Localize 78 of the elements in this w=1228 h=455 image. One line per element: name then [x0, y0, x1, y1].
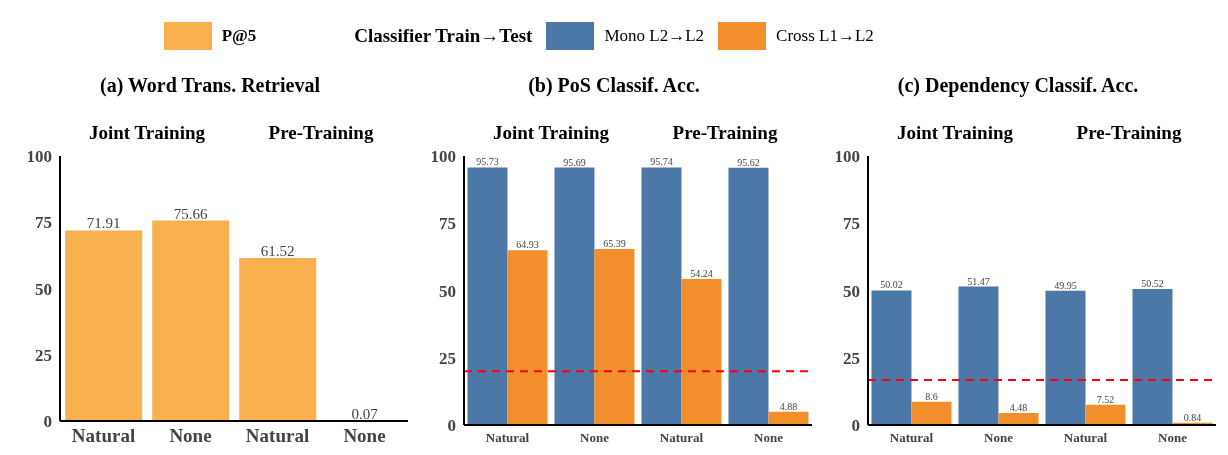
bar [958, 286, 999, 425]
bar [239, 257, 317, 421]
y-tick-label: 75 [35, 213, 52, 233]
data-label: 0.84 [1183, 411, 1202, 423]
data-label: 95.62 [737, 156, 760, 168]
x-tick-label: Natural [71, 425, 136, 447]
bar [998, 412, 1039, 425]
chart-title: (c) Dependency Classif. Acc. [896, 74, 1140, 97]
y-tick-label: 100 [26, 147, 52, 167]
x-tick-label: None [1158, 430, 1188, 446]
text: Joint Training [88, 122, 206, 144]
y-tick-label: 75 [843, 214, 860, 234]
x-tick-label: Natural [659, 430, 704, 446]
y-tick-label: 0 [851, 416, 860, 436]
bar [507, 250, 548, 425]
chart-title: (a) Word Trans. Retrieval [99, 74, 321, 97]
x-tick-label: None [754, 430, 784, 446]
bar [1132, 289, 1173, 425]
y-tick-label: 50 [35, 279, 52, 299]
y-tick-label: 25 [439, 348, 456, 368]
chart-title: (b) PoS Classif. Acc. [527, 74, 701, 97]
y-tick-label: 25 [843, 348, 860, 368]
text: Pre-Training [1075, 122, 1183, 144]
data-label: 65.39 [603, 238, 626, 250]
x-tick-label: None [169, 425, 212, 447]
legend-label: P@5 [221, 26, 257, 46]
x-tick-label: Natural [245, 425, 310, 447]
x-tick-label: None [343, 425, 386, 447]
bar [768, 411, 809, 425]
text: Joint Training [896, 122, 1014, 144]
data-label: 50.02 [880, 279, 903, 291]
y-tick-label: 0 [447, 416, 456, 436]
data-label: 8.6 [925, 390, 938, 402]
bar [641, 167, 682, 425]
data-label: 95.74 [650, 156, 673, 168]
data-label: 54.24 [690, 268, 713, 280]
data-label: 49.95 [1054, 279, 1077, 291]
text: Joint Training [492, 122, 610, 144]
x-tick-label: None [984, 430, 1014, 446]
bar [681, 279, 722, 425]
bar [1085, 404, 1126, 425]
bar [728, 167, 769, 425]
x-tick-label: Natural [485, 430, 530, 446]
bar [594, 249, 635, 425]
x-tick-label: None [580, 430, 610, 446]
data-label: 61.52 [260, 242, 295, 259]
y-tick-label: 100 [430, 147, 456, 167]
y-tick-label: 25 [35, 345, 52, 365]
data-label: 95.69 [563, 156, 586, 168]
bar [65, 230, 143, 421]
data-label: 7.52 [1096, 393, 1115, 405]
y-tick-label: 50 [843, 281, 860, 301]
bar [1045, 290, 1086, 425]
legend-label: Mono L2→L2 [604, 26, 705, 46]
y-tick-label: 75 [439, 214, 456, 234]
bar [554, 167, 595, 425]
data-label: 50.52 [1141, 278, 1164, 290]
y-tick-label: 0 [43, 412, 52, 432]
x-tick-label: Natural [889, 430, 934, 446]
data-label: 0.07 [351, 405, 379, 422]
data-label: 4.88 [779, 400, 798, 412]
legend-label: Cross L1→L2 [776, 26, 874, 46]
y-tick-label: 100 [834, 147, 860, 167]
legend-title: Classifier Train→Test [354, 25, 533, 47]
data-label: 75.66 [173, 205, 209, 222]
bar [152, 220, 230, 421]
data-label: 51.47 [967, 275, 990, 287]
x-tick-label: Natural [1063, 430, 1108, 446]
data-label: 64.93 [516, 239, 539, 251]
bar [467, 167, 508, 425]
data-label: 95.73 [476, 156, 499, 168]
data-label: 4.48 [1009, 401, 1028, 413]
y-tick-label: 50 [439, 281, 456, 301]
text: Pre-Training [267, 122, 375, 144]
data-label: 71.91 [86, 215, 121, 232]
bar [911, 401, 952, 425]
text: Pre-Training [671, 122, 779, 144]
bar [871, 290, 912, 425]
